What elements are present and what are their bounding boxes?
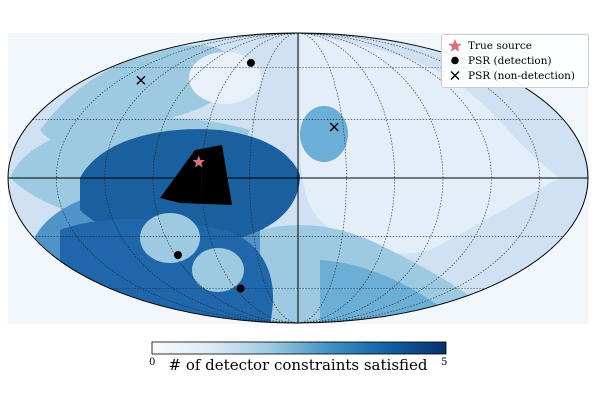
- star-icon: [446, 38, 464, 53]
- sky-regions: [8, 33, 588, 323]
- legend-entry-true-source: True source: [446, 38, 532, 53]
- region-level-2-lobe-south: [140, 213, 200, 263]
- legend: True source PSR (detection) PSR (non-det…: [441, 34, 589, 88]
- meridian-line: [297, 33, 444, 323]
- legend-entry-psr-non-detection: PSR (non-detection): [446, 68, 575, 83]
- colorbar-max-label: 5: [441, 357, 448, 368]
- psr-detection-marker: [246, 58, 255, 67]
- true-source-marker: [192, 155, 205, 168]
- psr-detection-marker: [236, 284, 245, 293]
- markers-layer: [136, 58, 339, 293]
- region-level-3-southeast: [320, 260, 460, 323]
- legend-label: PSR (non-detection): [468, 69, 575, 82]
- colorbar-label: # of detector constraints satisfied: [168, 356, 428, 374]
- psr-non-detection-marker: [329, 122, 339, 132]
- psr-non-detection-marker: [136, 75, 146, 85]
- legend-label: PSR (detection): [468, 54, 552, 67]
- colorbar: [151, 341, 447, 355]
- region-level-0-east: [300, 33, 560, 254]
- legend-label: True source: [468, 39, 532, 52]
- cross-icon: [446, 68, 464, 83]
- legend-entry-psr-detection: PSR (detection): [446, 53, 552, 68]
- colorbar-min-label: 0: [149, 357, 156, 368]
- region-level-5-source: [160, 145, 232, 205]
- region-level-2-lobe-southeast: [192, 248, 244, 292]
- dot-icon: [446, 53, 464, 68]
- psr-detection-marker: [173, 251, 182, 259]
- meridian-line: [200, 33, 299, 323]
- region-level-2-lobe-east: [300, 106, 348, 162]
